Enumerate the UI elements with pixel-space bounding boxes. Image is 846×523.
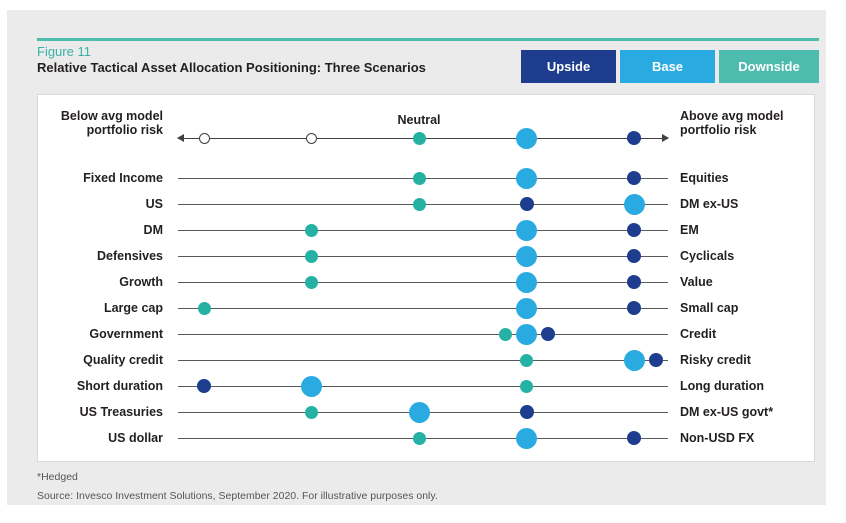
dot-base [516,323,537,345]
dot-downside [305,223,318,237]
row-line [178,359,668,361]
axis-arrow-left-icon [177,134,184,142]
dot-upside [627,431,641,445]
dot-downside [498,327,512,341]
source-line: Source: Invesco Investment Solutions, Se… [37,490,438,502]
dot-downside [520,379,533,393]
row-line [178,229,668,231]
axis-title-left: Below avg model portfolio risk [60,109,163,137]
row-label-left: US dollar [108,431,163,445]
dot-downside [305,275,318,289]
neutral-label: Neutral [397,113,441,127]
dot-upside [541,327,555,341]
dot-base [516,427,537,449]
row-label-left: Government [89,327,163,341]
row-line [178,307,668,309]
dot-downside [197,301,211,315]
row-label-left: US Treasuries [79,405,163,419]
dot-base [623,193,645,215]
row-label-right: Cyclicals [680,249,735,263]
dot-downside [305,405,318,419]
row-label-left: Defensives [96,249,163,263]
legend-button-base[interactable]: Base [620,50,715,83]
legend-button-upside[interactable]: Upside [521,50,616,83]
row-label-left: Large cap [103,301,163,315]
row-label-right: Credit [680,327,717,341]
dot-upside [648,353,663,367]
row-line [178,333,668,335]
row-label-right: Small cap [680,301,739,315]
dot-base [408,401,430,423]
dot-upside [627,275,641,289]
chart-title: Relative Tactical Asset Allocation Posit… [37,60,426,75]
row-label-right: Equities [680,171,729,185]
row-label-left: Fixed Income [83,171,163,185]
dot-downside [412,197,426,211]
chart-canvas: Neutral Below avg model portfolio risk Abov… [38,95,814,461]
row-label-left: Short duration [76,379,163,393]
open-reference-marker [198,132,210,144]
dot-downside [520,353,533,367]
row-label-right: Value [680,275,713,289]
dot-base [623,349,645,371]
dot-upside [627,171,641,185]
row-label-right: EM [680,223,699,237]
row-label-right: Non-USD FX [680,431,755,445]
row-label-right: Long duration [680,379,765,393]
dot-downside [305,249,318,263]
dot-downside [412,431,426,445]
row-label-left: DM [143,223,163,237]
dot-base [516,245,537,267]
open-reference-marker [306,132,317,144]
row-line [178,385,668,387]
dot-downside [412,131,426,145]
row-label-left: Quality credit [83,353,163,367]
row-line [178,255,668,257]
dot-upside [519,197,534,211]
figure-label: Figure 11 [37,44,91,59]
dot-base [516,219,537,241]
legend: Upside Base Downside [521,50,819,83]
axis-arrow-right-icon [662,134,669,142]
chart-card: Neutral Below avg model portfolio risk Abov… [37,94,815,462]
dot-upside [197,379,211,393]
dot-base [301,375,322,397]
dot-upside [627,131,641,145]
dot-upside [627,223,641,237]
row-line [178,281,668,283]
row-label-right: Risky credit [680,353,751,367]
footnote: *Hedged [37,471,78,483]
row-label-left: US [145,197,163,211]
dot-downside [412,171,426,185]
row-label-right: DM ex-US [680,197,739,211]
dot-upside [627,301,641,315]
dot-base [516,167,537,189]
axis-title-right: Above avg model portfolio risk [680,109,784,137]
dot-base [516,127,537,149]
dot-base [516,297,537,319]
figure-panel: Figure 11 Relative Tactical Asset Alloca… [7,10,826,505]
dot-upside [519,405,534,419]
row-label-right: DM ex-US govt* [680,405,774,419]
accent-rule [37,38,819,41]
row-label-left: Growth [119,275,163,289]
dot-upside [627,249,641,263]
legend-button-downside[interactable]: Downside [719,50,819,83]
dot-base [516,271,537,293]
